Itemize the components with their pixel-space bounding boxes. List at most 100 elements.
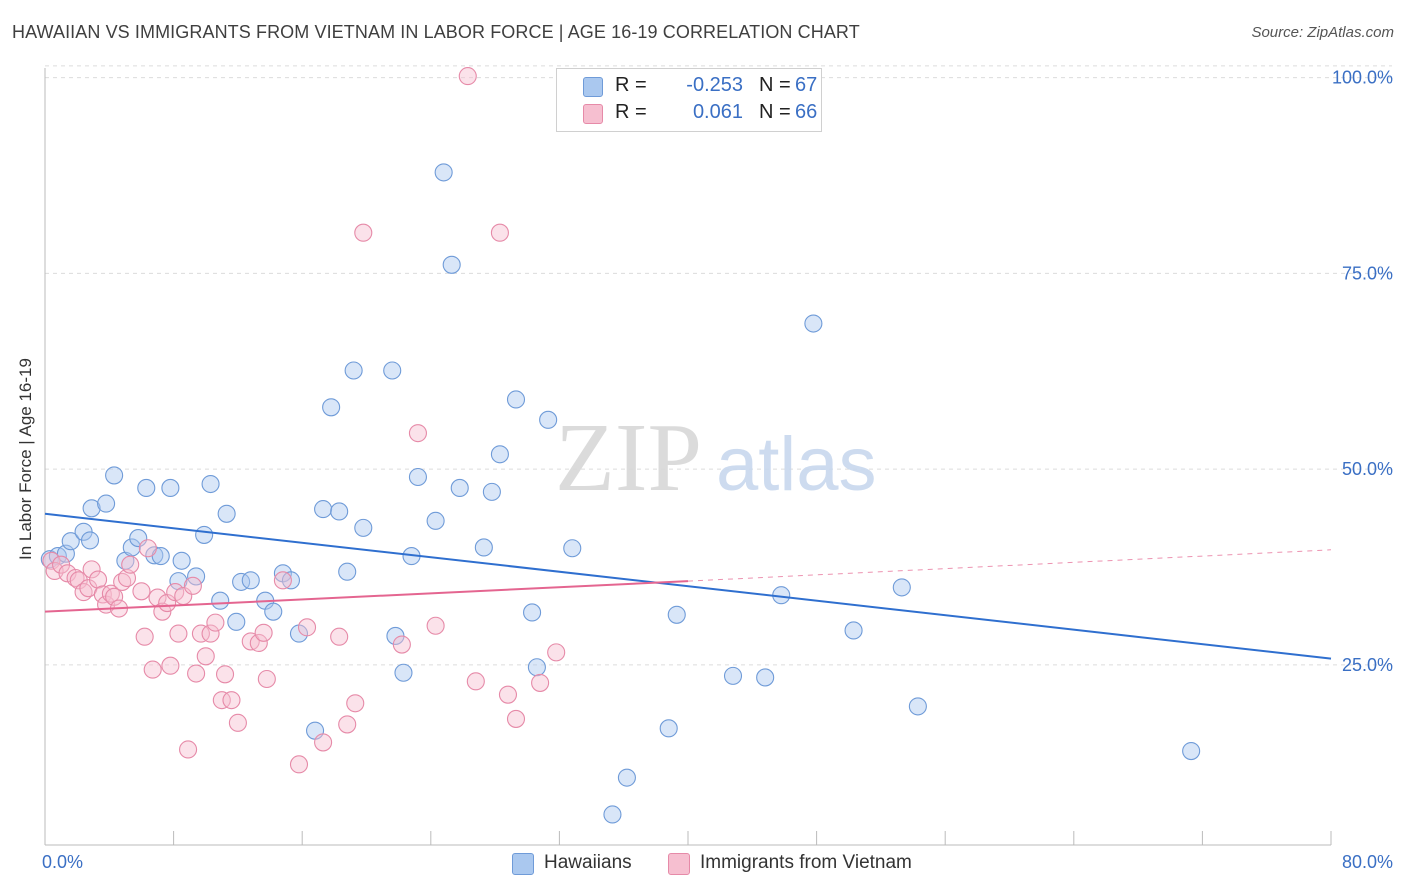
point-hawaiians-3	[61, 532, 80, 551]
point-vietnam-36	[212, 691, 231, 710]
chart-title: HAWAIIAN VS IMMIGRANTS FROM VIETNAM IN L…	[12, 22, 860, 42]
point-hawaiians-32	[314, 500, 333, 519]
point-hawaiians-66	[1182, 741, 1201, 761]
point-vietnam-31	[187, 664, 206, 683]
point-hawaiians-44	[434, 163, 453, 182]
point-hawaiians-57	[659, 719, 678, 738]
point-hawaiians-55	[603, 805, 622, 824]
point-vietnam-33	[196, 647, 215, 666]
legend-n-value: 67	[795, 74, 818, 96]
point-vietnam-20	[138, 539, 157, 558]
point-vietnam-60	[531, 673, 550, 692]
point-hawaiians-60	[756, 668, 775, 687]
point-vietnam-58	[498, 685, 518, 704]
point-hawaiians-33	[322, 398, 341, 417]
legend-swatch-hawaiians	[512, 853, 534, 875]
point-hawaiians-59	[723, 666, 743, 685]
point-vietnam-4	[66, 568, 85, 588]
watermark-zip: ZIP	[555, 404, 702, 512]
legend-label-vietnam: Immigrants from Vietnam	[700, 852, 912, 873]
legend-swatch-hawaiians	[583, 77, 603, 97]
point-hawaiians-5	[80, 531, 100, 550]
point-vietnam-29	[179, 740, 198, 759]
y-tick-label-2: 75.0%	[1342, 263, 1393, 283]
point-vietnam-37	[215, 665, 235, 684]
point-hawaiians-42	[408, 467, 427, 487]
point-vietnam-50	[346, 694, 365, 713]
point-vietnam-41	[249, 633, 268, 653]
point-vietnam-44	[273, 571, 292, 590]
point-hawaiians-13	[145, 546, 164, 565]
y-tick-labels: 25.0% 50.0% 75.0% 100.0%	[1332, 68, 1393, 675]
point-hawaiians-63	[844, 621, 863, 640]
trend-line-hawaiians	[44, 512, 1332, 660]
x-axis-min-label: 0.0%	[42, 852, 84, 872]
point-hawaiians-38	[383, 361, 402, 380]
point-vietnam-12	[101, 584, 120, 603]
point-vietnam-39	[228, 713, 247, 732]
point-hawaiians-27	[264, 602, 283, 621]
point-hawaiians-51	[523, 603, 542, 622]
trend-lines	[44, 512, 1332, 660]
legend-label-hawaiians: Hawaiians	[544, 852, 632, 873]
point-vietnam-54	[426, 616, 445, 635]
point-vietnam-30	[183, 576, 202, 595]
y-tick-label-0: 25.0%	[1342, 655, 1393, 675]
point-hawaiians-47	[474, 538, 493, 557]
gridlines	[45, 65, 1392, 666]
legend-n-label: N =	[759, 74, 791, 96]
point-hawaiians-45	[442, 255, 461, 274]
point-vietnam-16	[117, 568, 137, 588]
point-hawaiians-6	[82, 499, 101, 518]
point-hawaiians-25	[241, 571, 260, 590]
point-hawaiians-17	[172, 551, 191, 570]
point-vietnam-48	[330, 627, 349, 646]
series-legend: Hawaiians Immigrants from Vietnam	[0, 852, 1406, 878]
point-hawaiians-21	[211, 591, 230, 610]
legend-swatch-vietnam	[668, 853, 690, 875]
point-vietnam-27	[169, 624, 188, 643]
point-vietnam-21	[143, 660, 162, 679]
point-hawaiians-54	[563, 539, 582, 558]
point-hawaiians-48	[482, 482, 501, 501]
point-vietnam-52	[392, 635, 411, 654]
point-hawaiians-12	[137, 478, 156, 498]
legend-r-value: -0.253	[686, 74, 743, 96]
point-vietnam-49	[338, 715, 357, 734]
point-hawaiians-24	[232, 572, 251, 591]
point-hawaiians-62	[804, 314, 823, 333]
source-credit: Source: ZipAtlas.com	[1251, 24, 1394, 41]
point-vietnam-45	[289, 755, 309, 774]
legend-swatch-vietnam	[583, 104, 603, 124]
watermark: ZIP atlas	[555, 404, 877, 512]
point-hawaiians-36	[344, 361, 363, 380]
point-hawaiians-19	[195, 525, 214, 544]
point-hawaiians-64	[892, 578, 911, 597]
point-vietnam-25	[161, 656, 180, 675]
point-hawaiians-20	[201, 474, 220, 494]
point-hawaiians-15	[161, 478, 180, 498]
point-vietnam-32	[191, 624, 210, 643]
point-vietnam-0	[42, 551, 61, 570]
point-vietnam-38	[222, 691, 241, 710]
point-vietnam-8	[82, 560, 101, 579]
correlation-legend: R = -0.253 N = 67 R = 0.061 N = 66	[556, 68, 822, 132]
point-hawaiians-65	[908, 697, 927, 716]
point-vietnam-23	[153, 602, 172, 621]
point-vietnam-56	[466, 672, 485, 691]
y-tick-label-1: 50.0%	[1342, 459, 1393, 479]
point-hawaiians-35	[338, 562, 357, 581]
trend-line-vietnam-extension	[687, 549, 1332, 582]
point-hawaiians-58	[667, 605, 686, 624]
point-vietnam-51	[354, 223, 373, 242]
point-hawaiians-18	[187, 567, 206, 586]
legend-n-label: N =	[759, 101, 791, 123]
point-vietnam-19	[135, 627, 154, 646]
point-vietnam-42	[254, 623, 273, 642]
point-vietnam-17	[121, 555, 140, 574]
watermark-atlas: atlas	[716, 422, 877, 507]
point-hawaiians-53	[539, 410, 558, 429]
point-vietnam-61	[547, 643, 566, 662]
legend-r-value: 0.061	[692, 101, 743, 123]
